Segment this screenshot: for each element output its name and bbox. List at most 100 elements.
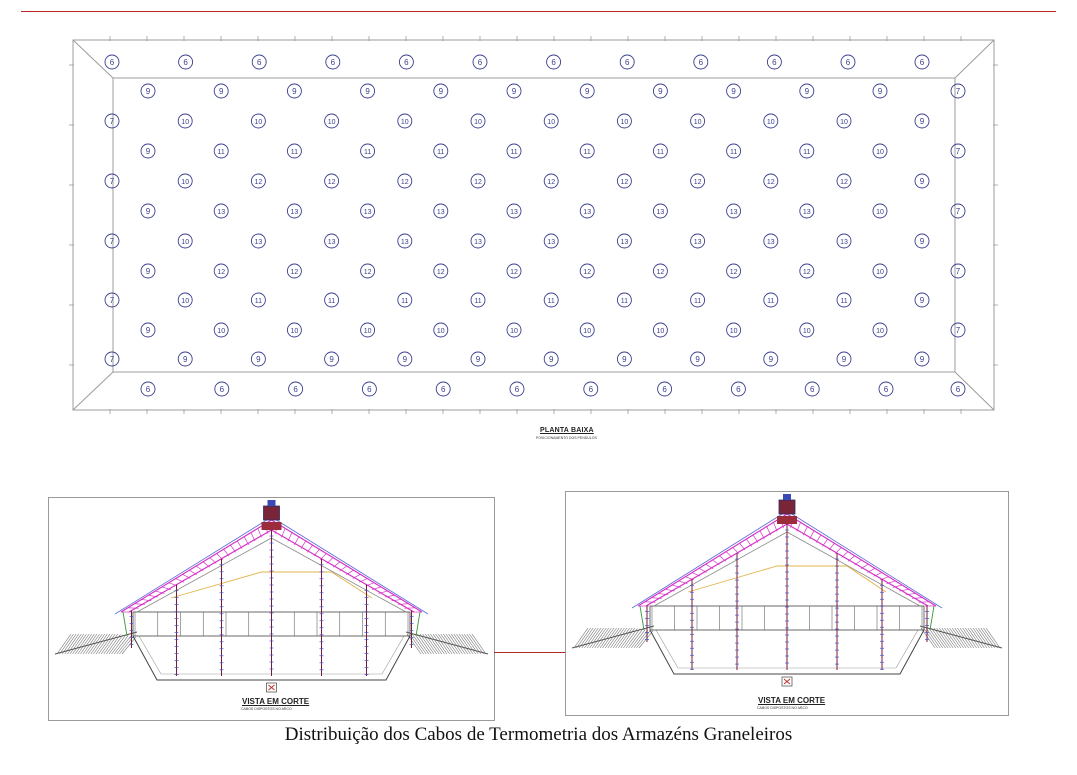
sensor-point-label: 7 <box>110 237 115 246</box>
sensor-point: 13 <box>836 233 852 249</box>
sensor-point: 6 <box>214 381 230 397</box>
sensor-point: 13 <box>616 233 632 249</box>
sensor-point: 7 <box>950 263 966 279</box>
sensor-point-label: 6 <box>625 58 630 67</box>
sensor-point-label: 12 <box>583 269 591 276</box>
sensor-point: 9 <box>140 203 156 219</box>
sensor-point-label: 9 <box>476 355 481 364</box>
sensor-point: 9 <box>433 83 449 99</box>
sensor-point-label: 9 <box>146 87 151 96</box>
sensor-point-label: 13 <box>401 239 409 246</box>
sensor-point-label: 6 <box>920 58 925 67</box>
sensor-point-label: 10 <box>401 119 409 126</box>
sensor-point-label: 9 <box>439 87 444 96</box>
sensor-point-label: 10 <box>255 119 263 126</box>
sensor-point: 13 <box>543 233 559 249</box>
sensor-point-label: 10 <box>181 239 189 246</box>
sensor-point: 6 <box>657 381 673 397</box>
sensor-point-label: 13 <box>474 239 482 246</box>
sensor-point-label: 13 <box>217 209 225 216</box>
top-rule <box>21 11 1056 12</box>
sensor-point: 10 <box>286 322 302 338</box>
sensor-point: 10 <box>177 113 193 129</box>
sensor-point-label: 6 <box>110 58 115 67</box>
sensor-point: 12 <box>397 173 413 189</box>
sensor-grid: 6 6 6 6 6 6 6 6 6 6 6 6 9 9 9 9 9 9 9 9 9 9 9 7 7 10 10 10 10 10 10 10 1… <box>104 54 966 397</box>
sensor-point-label: 11 <box>401 298 408 305</box>
sensor-point: 12 <box>286 263 302 279</box>
sensor-point-label: 13 <box>657 209 665 216</box>
sensor-point-label: 10 <box>547 119 555 126</box>
sensor-point: 10 <box>690 113 706 129</box>
sensor-point-label: 10 <box>876 149 884 156</box>
sensor-point: 6 <box>288 381 304 397</box>
sensor-point-label: 9 <box>329 355 334 364</box>
sensor-point-label: 10 <box>876 328 884 335</box>
cable-line <box>835 553 839 670</box>
plan-frame <box>72 39 995 411</box>
cable-line <box>735 553 739 670</box>
cable-line <box>269 530 274 676</box>
sensor-point-label: 12 <box>328 179 336 186</box>
sensor-point: 6 <box>840 54 856 70</box>
sensor-point-label: 11 <box>584 149 591 156</box>
sensor-point-label: 12 <box>547 179 555 186</box>
sensor-point: 10 <box>872 263 888 279</box>
sensor-point: 12 <box>579 263 595 279</box>
sensor-point: 7 <box>104 173 120 189</box>
sensor-point-label: 12 <box>291 269 299 276</box>
sensor-point: 9 <box>763 351 779 367</box>
sensor-point-label: 12 <box>767 179 775 186</box>
sensor-point: 10 <box>360 322 376 338</box>
sensor-point-label: 10 <box>876 209 884 216</box>
cable-line <box>319 558 324 676</box>
sensor-point: 9 <box>140 143 156 159</box>
sensor-point-label: 13 <box>547 239 555 246</box>
ground-embankment-right <box>406 633 487 655</box>
cable-line <box>129 610 134 648</box>
sensor-point-label: 6 <box>884 385 889 394</box>
sensor-point-label: 10 <box>621 119 629 126</box>
sensor-point-label: 12 <box>437 269 445 276</box>
sensor-point-label: 6 <box>293 385 298 394</box>
sensor-point: 9 <box>914 351 930 367</box>
floor-hopper <box>649 629 925 675</box>
section-drawing <box>571 494 1003 687</box>
sensor-point-label: 7 <box>110 177 115 186</box>
sensor-point-label: 6 <box>589 385 594 394</box>
sensor-point-label: 7 <box>956 147 961 156</box>
sensor-point: 11 <box>652 143 668 159</box>
sensor-point: 10 <box>652 322 668 338</box>
sensor-point: 9 <box>213 83 229 99</box>
sensor-point-label: 10 <box>181 179 189 186</box>
sensor-point: 13 <box>433 203 449 219</box>
sensor-point-label: 13 <box>694 239 702 246</box>
sensor-point: 11 <box>324 292 340 308</box>
sensor-point: 12 <box>652 263 668 279</box>
sensor-point-label: 9 <box>920 177 925 186</box>
sensor-point-label: 11 <box>364 149 371 156</box>
sensor-point-label: 12 <box>730 269 738 276</box>
sensor-point-label: 11 <box>510 149 517 156</box>
sensor-point: 12 <box>763 173 779 189</box>
sensor-point-label: 11 <box>767 298 774 305</box>
sensor-point-label: 12 <box>364 269 372 276</box>
sensor-point-label: 12 <box>694 179 702 186</box>
roof-truss <box>637 513 937 607</box>
sensor-point: 9 <box>914 113 930 129</box>
sensor-point-label: 9 <box>695 355 700 364</box>
sensor-point-label: 9 <box>585 87 590 96</box>
sensor-point-label: 11 <box>657 149 664 156</box>
sensor-point: 6 <box>583 381 599 397</box>
ground-embankment-right <box>920 627 1001 649</box>
sensor-point: 10 <box>470 113 486 129</box>
sensor-point: 6 <box>730 381 746 397</box>
sensor-point: 13 <box>286 203 302 219</box>
sensor-point-label: 7 <box>110 355 115 364</box>
sensor-point: 10 <box>872 143 888 159</box>
sensor-point: 12 <box>726 263 742 279</box>
sensor-point-label: 10 <box>474 119 482 126</box>
sensor-point: 13 <box>652 203 668 219</box>
sensor-point: 11 <box>433 143 449 159</box>
sensor-point: 7 <box>104 113 120 129</box>
